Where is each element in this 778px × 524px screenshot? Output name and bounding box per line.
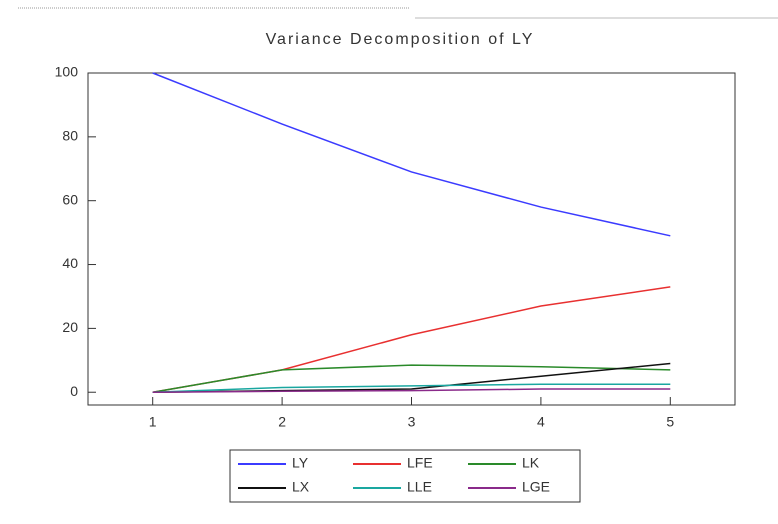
legend-label: LY [292,455,309,471]
x-tick-label: 1 [149,414,157,430]
legend-label: LFE [407,455,433,471]
series-line [152,383,671,393]
chart-title: Variance Decomposition of LY [266,31,535,48]
legend-label: LK [522,455,540,471]
y-tick-label: 0 [70,383,78,399]
legend-label: LGE [522,479,550,495]
y-tick-label: 80 [62,128,78,144]
legend-label: LX [292,479,310,495]
y-tick-label: 60 [62,191,78,207]
y-tick-label: 100 [55,64,79,80]
x-tick-label: 2 [278,414,286,430]
y-tick-label: 20 [62,319,78,335]
legend-label: LLE [407,479,432,495]
x-tick-label: 4 [537,414,545,430]
legend [229,449,581,503]
x-tick-label: 3 [408,414,416,430]
series-line [152,388,671,393]
x-tick-label: 5 [666,414,674,430]
y-tick-label: 40 [62,255,78,271]
series-line [152,364,671,393]
series-line [152,72,671,237]
